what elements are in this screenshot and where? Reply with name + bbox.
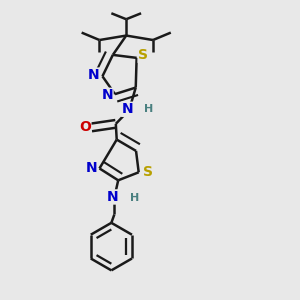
Text: O: O [79,120,91,134]
Text: N: N [85,161,97,175]
Text: H: H [130,193,139,203]
Text: N: N [107,190,119,204]
Text: S: S [142,165,153,179]
Text: N: N [88,68,99,82]
Text: H: H [145,104,154,114]
Text: S: S [138,49,148,62]
Text: N: N [101,88,113,102]
Text: N: N [122,102,133,116]
